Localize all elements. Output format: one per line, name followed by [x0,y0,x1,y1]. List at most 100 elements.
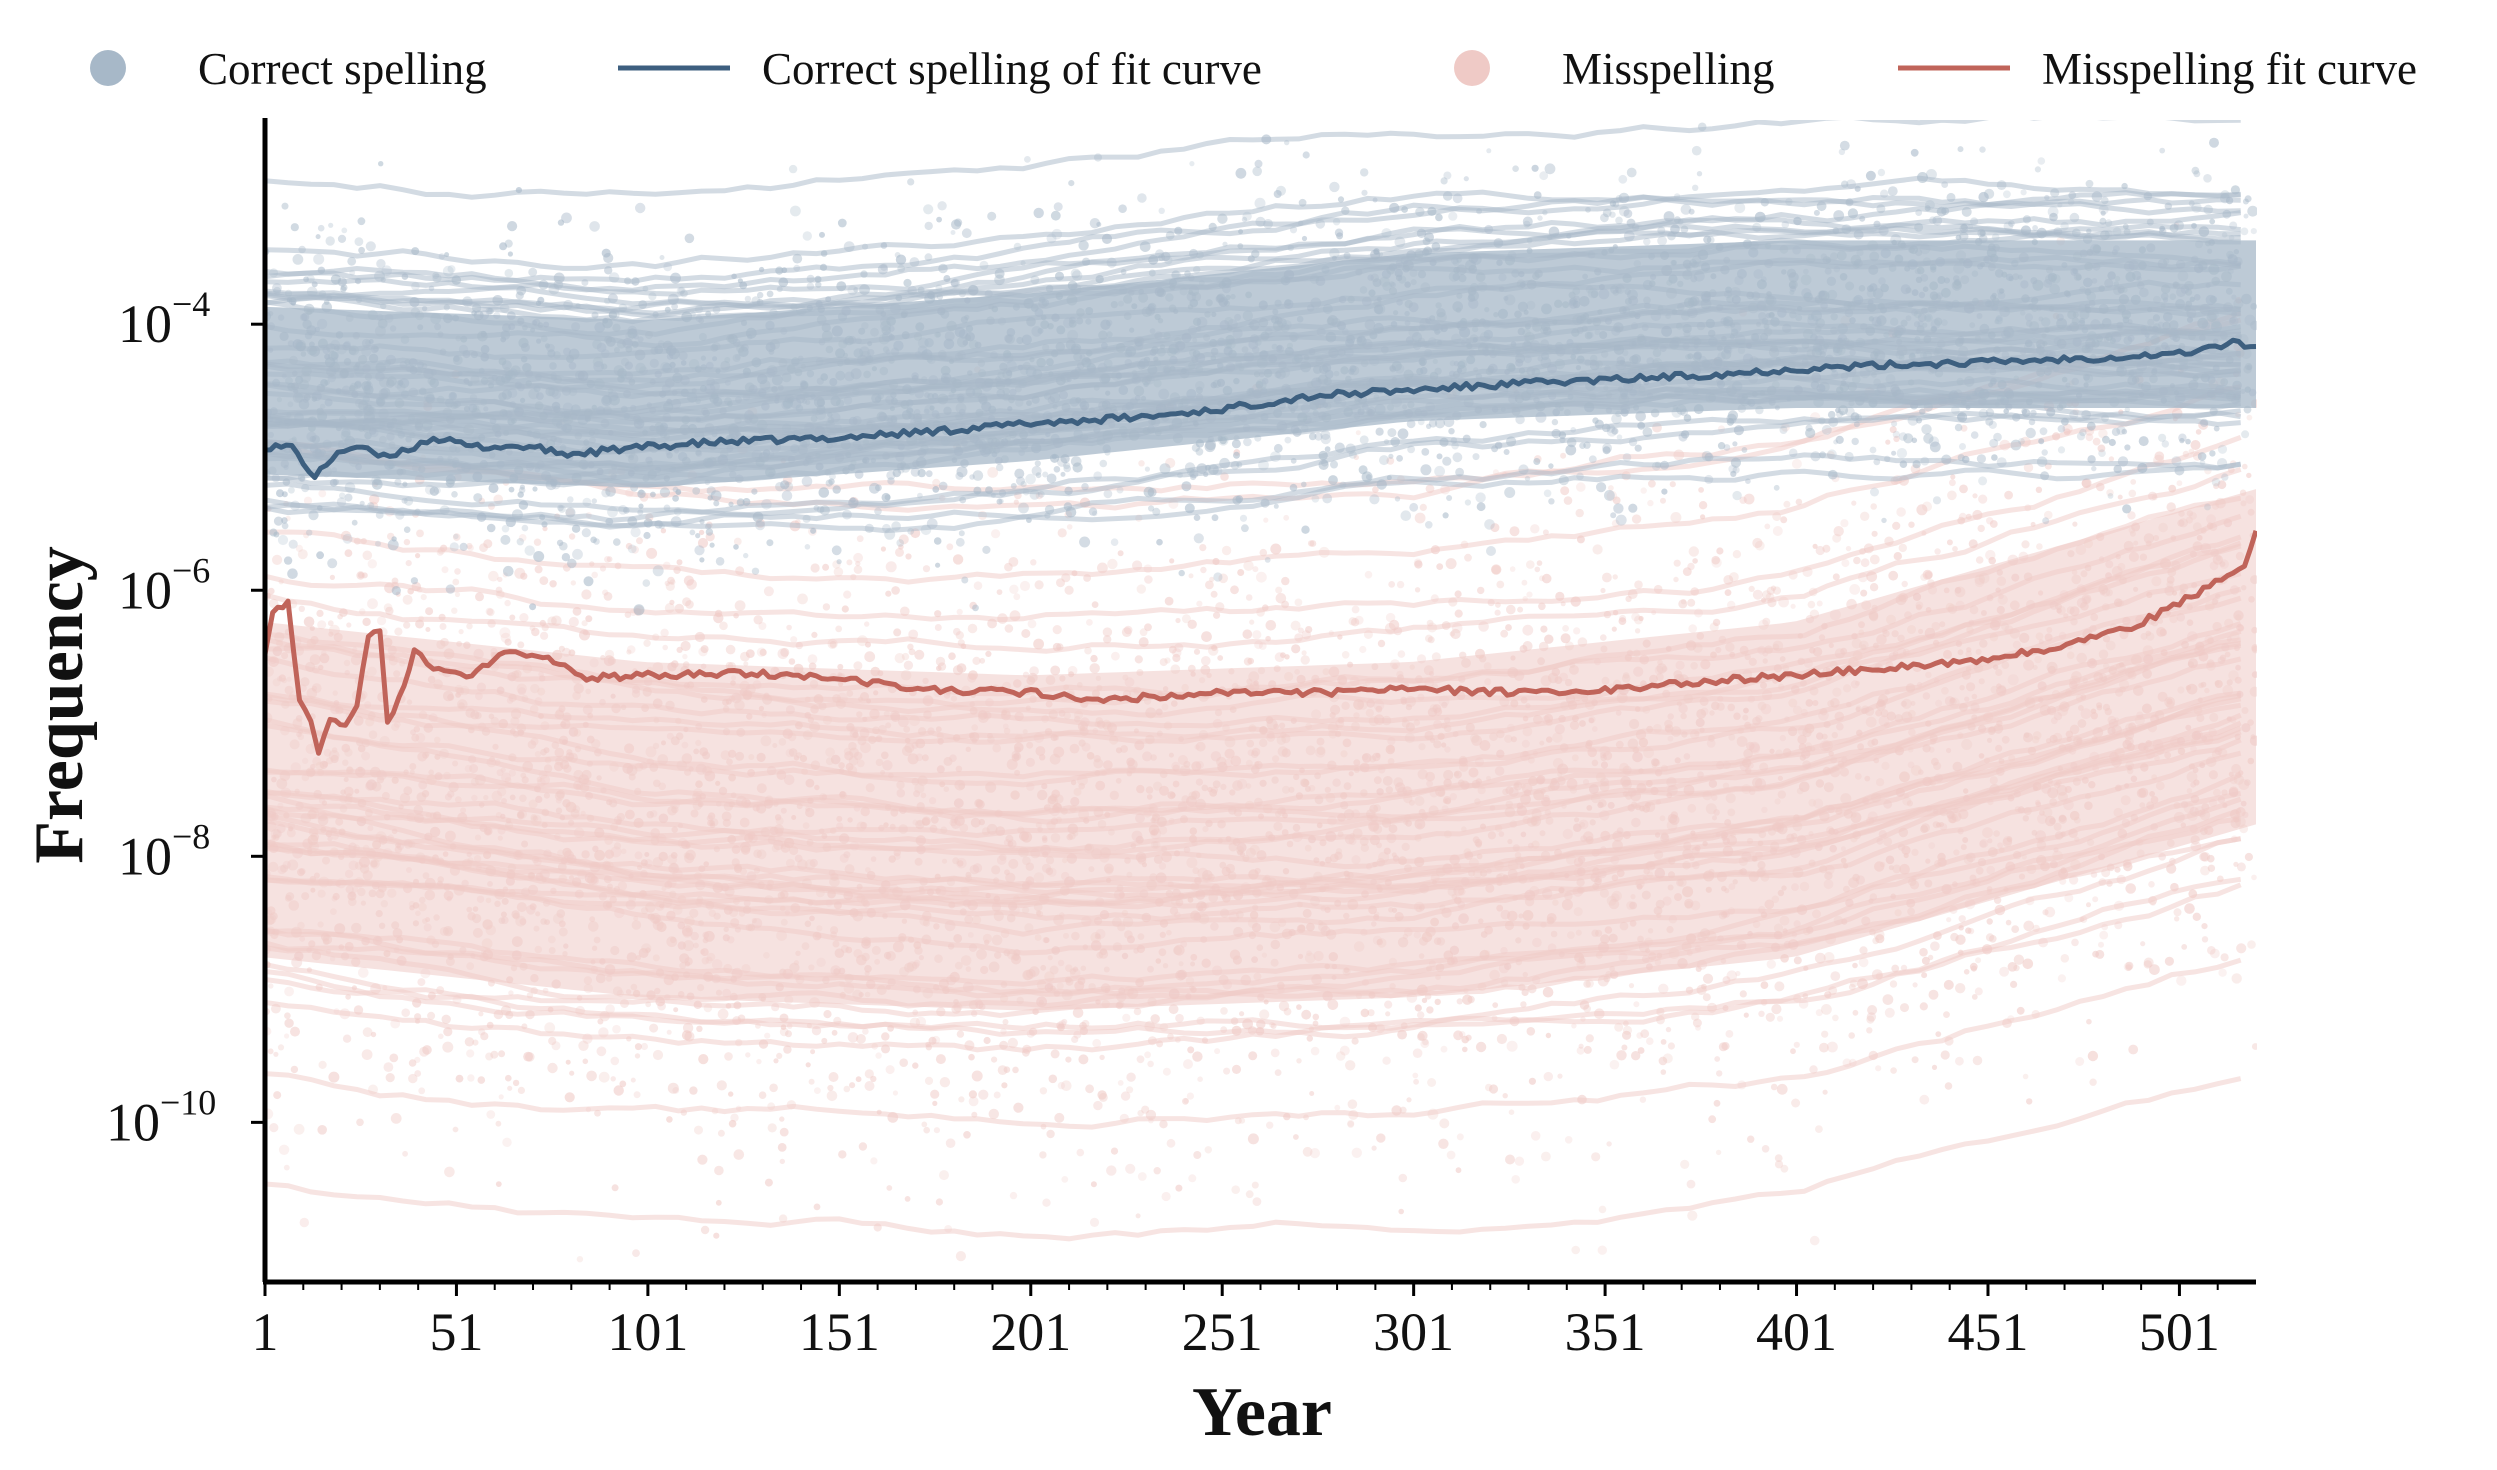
scatter-point [1771,895,1780,904]
scatter-point [861,952,870,962]
scatter-point [297,868,305,877]
scatter-point [1631,612,1640,622]
scatter-point [1025,862,1035,871]
scatter-point [2204,687,2210,694]
scatter-point [960,955,972,966]
scatter-point [1963,788,1969,794]
scatter-point [1136,584,1147,594]
scatter-layer [265,120,2257,1263]
scatter-point [2201,923,2208,930]
scatter-point [1019,580,1031,592]
scatter-point [903,660,914,670]
scatter-point [408,900,416,908]
scatter-point [1875,934,1885,944]
scatter-point [2072,521,2078,527]
scatter-point [2141,703,2152,714]
scatter-point [1296,1058,1302,1064]
scatter-point [1391,907,1398,913]
scatter-point [494,900,501,907]
scatter-point [1040,964,1047,971]
scatter-point [682,653,688,660]
scatter-point [1056,578,1065,588]
scatter-point [745,649,755,658]
scatter-point [558,927,568,937]
scatter-point [1757,861,1766,870]
scatter-point [1901,698,1912,709]
scatter-point [602,589,609,596]
scatter-point [667,1082,679,1094]
scatter-point [470,710,480,720]
scatter-point [330,908,337,915]
scatter-point [2125,961,2134,970]
scatter-point [2056,608,2062,614]
scatter-point [458,629,464,635]
scatter-point [1477,586,1485,595]
scatter-point [999,853,1007,861]
scatter-point [1290,620,1301,631]
scatter-point [1791,883,1799,891]
scatter-point [1680,712,1687,720]
scatter-point [1071,931,1080,941]
scatter-point [1086,619,1093,626]
scatter-point [1891,630,1899,638]
scatter-point [1436,937,1446,946]
scatter-point [1372,752,1381,762]
scatter-point [1946,539,1953,546]
scatter-point [2108,456,2115,462]
scatter-point [2181,944,2188,950]
scatter-point [1064,585,1074,595]
scatter-point [1166,1138,1176,1148]
scatter-point [478,1011,484,1017]
scatter-point [500,767,506,773]
scatter-point [1159,931,1166,939]
scatter-point [1630,894,1636,900]
scatter-point [1781,885,1787,891]
scatter-point [2001,661,2010,669]
scatter-point [568,616,579,628]
scatter-point [2164,956,2174,966]
scatter-point [1426,1006,1434,1014]
scatter-point [1947,490,1957,501]
scatter-point [1528,1077,1536,1085]
scatter-point [1997,594,2008,605]
scatter-point [1263,999,1269,1005]
scatter-point [1928,842,1936,849]
scatter-point [907,753,919,765]
scatter-point [309,625,315,631]
scatter-point [1171,700,1178,707]
scatter-point [1161,1191,1171,1202]
scatter-point [501,916,509,925]
scatter-point [945,1138,956,1148]
scatter-point [1881,761,1890,771]
scatter-point [343,777,349,783]
scatter-point [1946,747,1952,754]
scatter-point [1270,1048,1280,1058]
scatter-point [2057,974,2066,983]
scatter-point [1921,823,1930,833]
scatter-point [856,711,863,718]
scatter-point [1178,961,1184,967]
scatter-point [1805,699,1814,707]
scatter-point [693,748,700,755]
scatter-point [1996,605,2005,615]
scatter-point [1957,649,1964,656]
scatter-point [1068,671,1075,678]
scatter-point [1003,839,1011,846]
scatter-point [1297,627,1304,634]
scatter-point [865,867,871,873]
scatter-point [1284,654,1290,660]
scatter-point [429,826,441,838]
scatter-point [716,1080,727,1091]
scatter-point [1201,656,1211,666]
scatter-point [2129,530,2136,537]
scatter-point [1377,639,1386,648]
scatter-point [914,649,925,660]
scatter-point [683,852,690,859]
scatter-point [630,983,638,991]
scatter-point [1902,796,1912,806]
scatter-point [2075,1057,2085,1066]
scatter-point [700,663,707,670]
scatter-point [422,1045,432,1055]
scatter-point [528,799,538,809]
scatter-point [1246,678,1253,685]
